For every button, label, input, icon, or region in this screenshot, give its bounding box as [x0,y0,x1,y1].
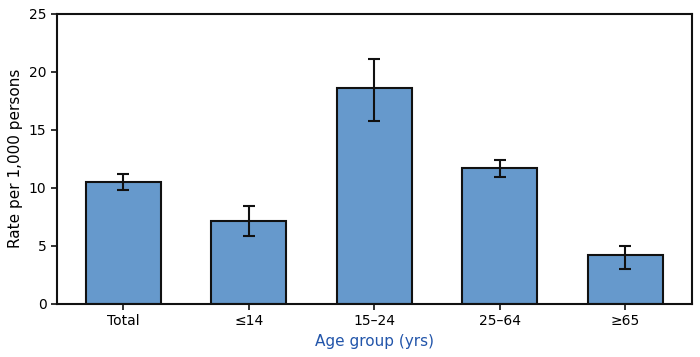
Bar [462,168,538,304]
Bar [86,182,161,304]
Bar [211,221,286,304]
Bar [337,88,412,304]
Y-axis label: Rate per 1,000 persons: Rate per 1,000 persons [8,69,23,248]
X-axis label: Age group (yrs): Age group (yrs) [315,334,434,349]
Bar [587,255,663,304]
